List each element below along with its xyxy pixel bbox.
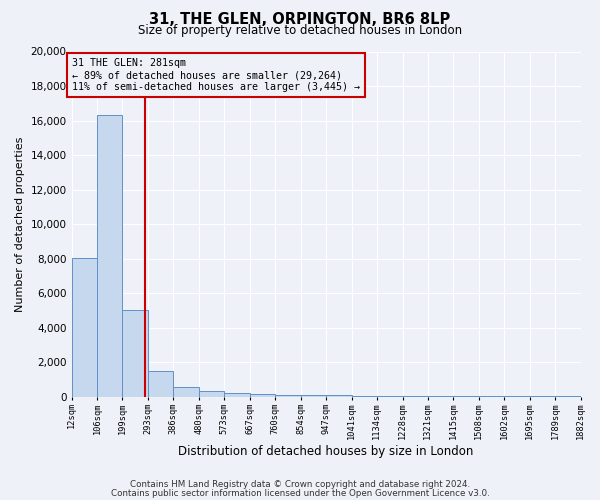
Text: 31 THE GLEN: 281sqm
← 89% of detached houses are smaller (29,264)
11% of semi-de: 31 THE GLEN: 281sqm ← 89% of detached ho… (73, 58, 361, 92)
Bar (122, 310, 148, 396)
Text: Contains HM Land Registry data © Crown copyright and database right 2024.: Contains HM Land Registry data © Crown c… (130, 480, 470, 489)
Bar (97, 116, 122, 396)
Text: 31, THE GLEN, ORPINGTON, BR6 8LP: 31, THE GLEN, ORPINGTON, BR6 8LP (149, 12, 451, 28)
Bar (275, 395, 301, 396)
Y-axis label: Number of detached properties: Number of detached properties (15, 136, 25, 312)
Text: Size of property relative to detached houses in London: Size of property relative to detached ho… (138, 24, 462, 37)
X-axis label: Distribution of detached houses by size in London: Distribution of detached houses by size … (178, 444, 474, 458)
Bar (199, 392, 224, 396)
Bar (250, 394, 275, 396)
Bar (173, 387, 199, 396)
Bar (71, 258, 97, 396)
Text: Contains public sector information licensed under the Open Government Licence v3: Contains public sector information licen… (110, 488, 490, 498)
Bar (148, 371, 173, 396)
Bar (224, 394, 250, 396)
